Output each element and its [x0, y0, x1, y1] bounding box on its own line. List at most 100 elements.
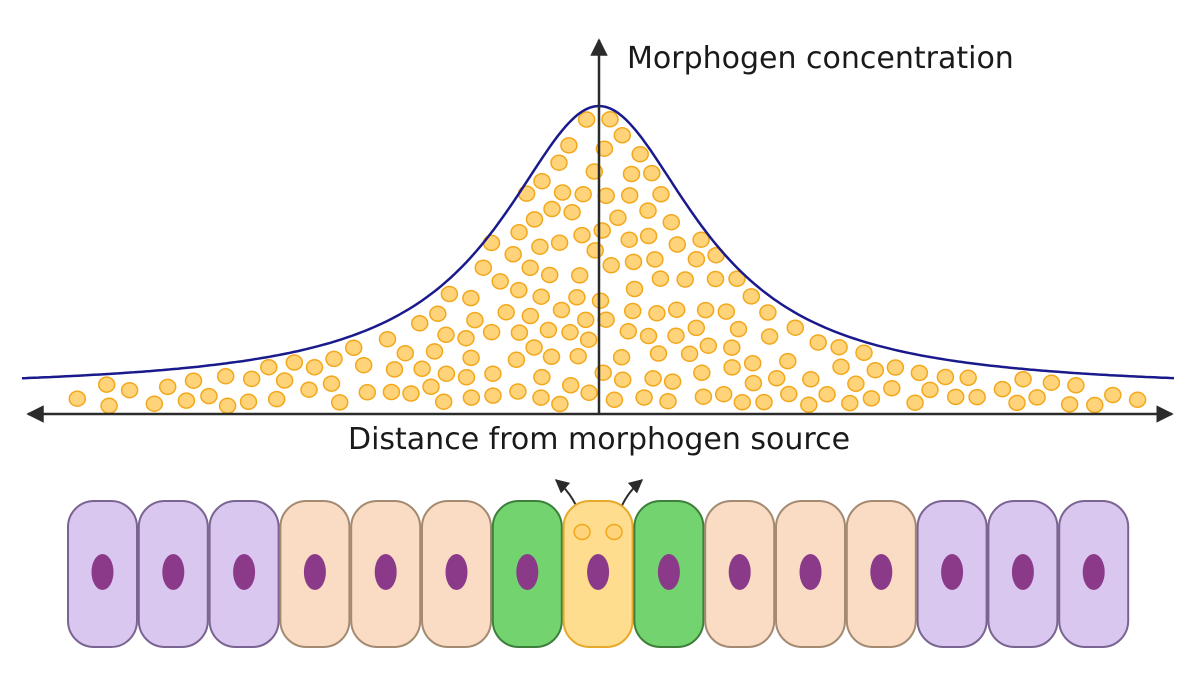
cell-far — [137, 500, 209, 648]
morphogen-particle — [491, 273, 509, 290]
morphogen-particle — [553, 184, 572, 201]
morphogen-particle — [668, 236, 687, 253]
morphogen-particle — [300, 381, 318, 398]
morphogen-particle — [330, 394, 349, 411]
morphogen-particle — [993, 380, 1012, 398]
x-axis-label: Distance from morphogen source — [348, 422, 850, 457]
morphogen-particle — [613, 127, 632, 144]
morphogen-particle — [497, 304, 515, 321]
morphogen-particle — [760, 328, 779, 345]
morphogen-particle — [800, 396, 818, 414]
morphogen-particle — [275, 372, 294, 389]
morphogen-particle — [612, 349, 631, 366]
morphogen-particle — [521, 307, 540, 325]
morphogen-particle — [597, 311, 615, 328]
morphogen-particle — [694, 388, 713, 405]
morphogen-particle — [667, 301, 686, 319]
morphogen-particle — [267, 390, 286, 408]
morphogen-particle — [723, 339, 741, 356]
morphogen-particle — [780, 385, 798, 403]
morphogen-particle — [344, 339, 363, 357]
morphogen-particle — [687, 319, 706, 337]
morphogen-particle — [586, 242, 604, 259]
morphogen-particle — [1042, 374, 1061, 391]
morphogen-particle — [402, 385, 420, 402]
morphogen-particle — [396, 344, 415, 362]
morphogen-particle — [639, 327, 658, 345]
morphogen-particle — [1086, 396, 1104, 414]
morphogen-particle — [832, 358, 850, 376]
morphogen-particle — [886, 359, 905, 376]
morphogen-particle — [680, 345, 699, 363]
cell-middle — [845, 500, 917, 648]
morphogen-particle — [651, 270, 670, 287]
morphogen-particle — [177, 392, 196, 409]
morphogen-particle — [742, 288, 761, 305]
cell-middle — [775, 500, 846, 648]
morphogen-particle — [580, 384, 598, 402]
morphogen-particle — [622, 165, 641, 183]
morphogen-particle — [100, 397, 118, 415]
morphogen-particle — [841, 394, 859, 412]
morphogen-particle — [830, 338, 848, 356]
morphogen-particle — [422, 378, 440, 396]
morphogen-particle — [120, 381, 139, 399]
morphogen-particle — [1067, 377, 1085, 394]
morphogen-particle — [593, 222, 611, 239]
morphogen-particle — [484, 387, 502, 404]
morphogen-particle — [97, 376, 116, 393]
morphogen-particle — [200, 387, 218, 405]
morphogen-particle — [602, 257, 620, 274]
cell-far — [1058, 500, 1130, 648]
cell-nucleus — [799, 554, 822, 590]
cell-far — [67, 500, 138, 648]
morphogen-particle — [646, 251, 664, 268]
morphogen-particle — [1128, 391, 1147, 409]
morphogen-particle — [561, 324, 579, 341]
morphogen-particle — [644, 370, 662, 387]
cell-nucleus — [587, 554, 610, 590]
morphogen-particle — [609, 209, 627, 227]
morphogen-particle — [466, 311, 484, 329]
morphogen-particle — [509, 383, 527, 400]
morphogen-particle — [667, 327, 685, 344]
morphogen-particle — [145, 395, 164, 412]
morphogen-particle — [643, 164, 661, 182]
cell-near — [633, 500, 705, 648]
morphogen-particle — [847, 375, 865, 393]
morphogen-particle — [437, 326, 455, 344]
morphogen-particle — [413, 360, 431, 378]
secreted-morphogen-particle — [573, 523, 591, 541]
morphogen-particle — [305, 359, 324, 376]
cell-row — [67, 500, 1130, 648]
cell-source — [562, 500, 634, 648]
morphogen-particle — [385, 361, 404, 378]
morphogen-particle — [706, 270, 725, 288]
morphogen-particle — [591, 292, 610, 309]
morphogen-particle — [457, 329, 475, 347]
morphogen-particle — [906, 394, 924, 411]
morphogen-particle — [425, 343, 444, 360]
morphogen-particle — [623, 302, 642, 320]
cell-middle — [704, 500, 776, 648]
morphogen-particle — [570, 267, 589, 284]
morphogen-particle — [946, 388, 965, 406]
morphogen-particle — [717, 303, 736, 320]
morphogen-particle — [1104, 386, 1122, 404]
cell-nucleus — [374, 554, 397, 590]
morphogen-particle — [910, 364, 929, 382]
morphogen-particle — [687, 250, 706, 268]
y-axis-label: Morphogen concentration — [627, 41, 1014, 76]
morphogen-particle — [576, 311, 595, 329]
morphogen-particle — [525, 211, 544, 228]
morphogen-particle — [429, 305, 447, 323]
cell-near — [491, 500, 563, 648]
morphogen-particle — [577, 111, 596, 128]
morphogen-particle — [325, 350, 343, 368]
morphogen-particle — [510, 223, 528, 241]
morphogen-particle — [693, 364, 711, 382]
morphogen-particle — [568, 289, 586, 306]
morphogen-particle — [504, 246, 522, 263]
morphogen-particle — [648, 305, 666, 322]
